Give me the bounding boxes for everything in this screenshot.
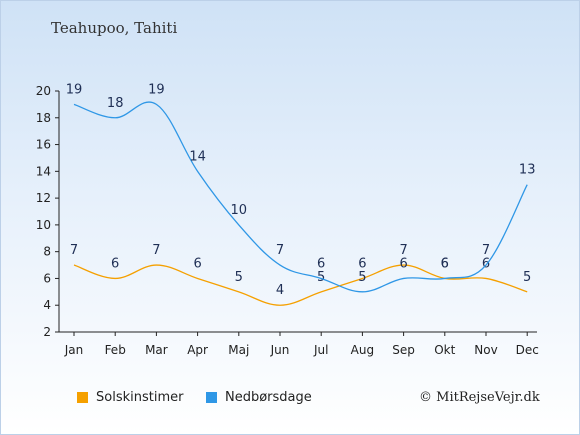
data-label-sun: 5 [523, 270, 531, 285]
data-label-sun: 6 [193, 256, 201, 271]
y-tick-label: 8 [43, 245, 51, 259]
x-tick-label: Nov [474, 343, 497, 357]
x-tick-label: Feb [105, 343, 126, 357]
data-label-rain: 13 [519, 163, 536, 178]
legend-item-sun: Solskinstimer [77, 390, 183, 405]
data-label-rain: 14 [189, 149, 206, 164]
data-label-rain: 5 [358, 270, 366, 285]
data-label-rain: 19 [148, 82, 165, 97]
x-tick-label: Maj [228, 343, 249, 357]
x-tick-label: Jul [313, 343, 328, 357]
data-label-rain: 19 [66, 82, 83, 97]
data-label-rain: 18 [107, 96, 124, 111]
copyright-text: © MitRejseVejr.dk [419, 390, 540, 405]
data-label-sun: 5 [235, 270, 243, 285]
data-label-rain: 10 [231, 203, 248, 218]
y-tick-label: 20 [36, 84, 51, 98]
data-label-sun: 6 [482, 256, 490, 271]
legend-label-sun: Solskinstimer [96, 390, 184, 405]
data-label-sun: 7 [70, 243, 78, 258]
x-tick-label: Dec [516, 343, 539, 357]
y-tick-label: 18 [36, 111, 51, 125]
y-tick-label: 14 [36, 164, 51, 178]
data-label-sun: 6 [441, 256, 449, 271]
series-line-rain [73, 101, 528, 293]
data-label-rain: 6 [441, 256, 449, 271]
x-tick-label: Apr [187, 343, 208, 357]
data-label-sun: 4 [276, 283, 284, 298]
data-label-rain: 7 [482, 243, 490, 258]
data-label-rain: 7 [276, 243, 284, 258]
y-tick-label: 16 [36, 138, 51, 152]
data-label-rain: 6 [317, 256, 325, 271]
chart-title: Teahupoo, Tahiti [51, 19, 178, 37]
data-label-rain: 6 [399, 256, 407, 271]
x-tick-label: Aug [351, 343, 374, 357]
data-label-sun: 7 [152, 243, 160, 258]
y-tick-label: 2 [43, 325, 51, 339]
x-tick-label: Jan [64, 343, 84, 357]
data-label-sun: 5 [317, 270, 325, 285]
x-tick-label: Mar [145, 343, 168, 357]
y-tick-label: 12 [36, 191, 51, 205]
series-line-sun [73, 264, 528, 306]
x-tick-label: Okt [434, 343, 455, 357]
x-tick-label: Jun [270, 343, 290, 357]
legend-label-rain: Nedbørsdage [225, 390, 312, 405]
legend-swatch-sun [77, 392, 88, 403]
y-tick-label: 6 [43, 271, 51, 285]
legend-item-rain: Nedbørsdage [206, 390, 312, 405]
legend-swatch-rain [206, 392, 217, 403]
data-label-sun: 7 [399, 243, 407, 258]
data-label-sun: 6 [111, 256, 119, 271]
x-tick-label: Sep [392, 343, 415, 357]
y-tick-label: 10 [36, 218, 51, 232]
data-label-sun: 6 [358, 256, 366, 271]
y-tick-label: 4 [43, 298, 51, 312]
